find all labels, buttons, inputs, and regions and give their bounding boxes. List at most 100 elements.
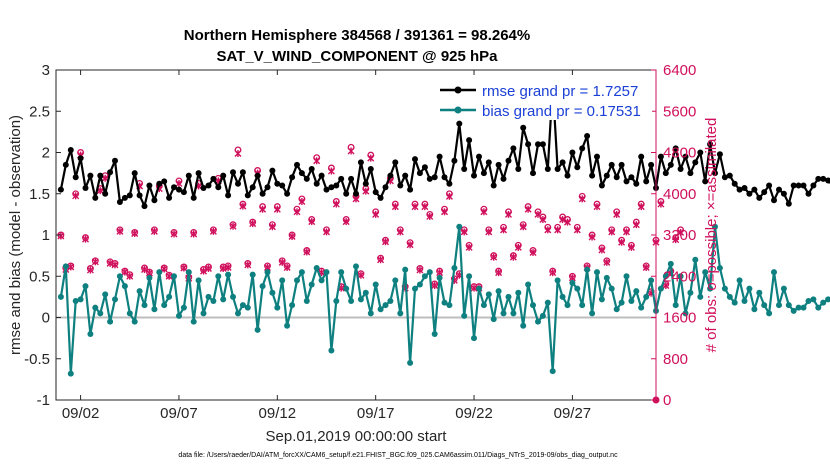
rmse-point <box>613 174 620 181</box>
bias-point <box>412 285 418 292</box>
obs-assimilated-marker <box>514 243 522 251</box>
rmse-point <box>156 180 163 187</box>
bias-point <box>800 304 807 311</box>
bias-point <box>298 269 305 276</box>
rmse-point <box>426 175 433 182</box>
obs-assimilated-marker <box>460 228 468 236</box>
bias-point <box>210 298 217 304</box>
rmse-point <box>515 166 522 172</box>
obs-assimilated-marker <box>126 272 134 280</box>
bias-point <box>471 335 477 342</box>
rmse-point <box>559 159 566 166</box>
bias-point <box>338 269 345 276</box>
obs-assimilated-marker <box>303 248 311 256</box>
bias-point <box>736 277 743 284</box>
y-tick-label: -1 <box>37 392 50 409</box>
bias-point <box>505 293 512 300</box>
rmse-point <box>466 137 473 144</box>
rmse-point <box>62 161 69 168</box>
rmse-point <box>667 161 674 168</box>
rmse-point <box>210 175 217 182</box>
rmse-series <box>57 81 830 210</box>
bias-point <box>692 256 699 263</box>
bias-point <box>141 302 148 309</box>
rmse-point <box>343 190 350 197</box>
rmse-point <box>348 175 355 182</box>
rmse-point <box>638 153 645 160</box>
bias-point <box>594 269 600 276</box>
rmse-point <box>313 180 320 187</box>
bias-point <box>195 277 202 284</box>
obs-assimilated-marker <box>91 258 99 266</box>
legend: rmse grand pr = 1.7257 bias grand pr = 0… <box>436 76 652 120</box>
rmse-point <box>116 199 123 205</box>
bias-point <box>741 298 748 304</box>
bias-point <box>259 283 266 290</box>
rmse-point <box>672 145 679 152</box>
rmse-point <box>525 141 532 148</box>
rmse-point <box>805 190 812 197</box>
rmse-point <box>392 159 399 166</box>
rmse-point <box>702 178 709 185</box>
rmse-point <box>539 141 546 148</box>
rmse-point <box>682 153 689 160</box>
obs-assimilated-marker <box>165 272 173 280</box>
rmse-point <box>259 190 266 197</box>
obs-assimilated-marker <box>259 205 267 213</box>
rmse-point <box>485 159 492 166</box>
rmse-point <box>544 166 551 172</box>
bias-point <box>446 302 453 309</box>
rmse-point <box>662 170 669 177</box>
rmse-point <box>574 164 581 171</box>
bias-point <box>323 269 330 276</box>
rmse-point <box>67 147 74 153</box>
y-right-tick-label: 3200 <box>663 227 696 244</box>
bias-point <box>62 263 69 270</box>
bias-point <box>702 269 709 276</box>
bias-point <box>623 273 630 280</box>
bias-point <box>716 265 723 271</box>
rmse-point <box>195 170 202 177</box>
rmse-point <box>594 153 600 160</box>
bias-point <box>500 310 507 317</box>
bias-point <box>180 304 187 311</box>
rmse-point <box>628 174 635 181</box>
bias-point <box>57 293 64 300</box>
rmse-point <box>200 185 207 191</box>
bias-point <box>790 307 797 314</box>
obs-assimilated-marker <box>632 221 640 229</box>
bias-point <box>643 293 650 300</box>
rmse-point <box>279 182 286 189</box>
rmse-point <box>712 170 718 177</box>
obs-assimilated-marker <box>308 218 316 226</box>
obs-assimilated-marker <box>490 253 498 261</box>
bias-point <box>72 298 79 304</box>
legend-box <box>436 76 652 120</box>
rmse-point <box>215 184 222 191</box>
rmse-point <box>298 170 305 177</box>
obs-assimilated-marker <box>598 246 606 254</box>
obs-assimilated-marker <box>441 208 449 216</box>
obs-assimilated-marker <box>67 263 75 271</box>
rmse-point <box>633 180 640 187</box>
obs-assimilated-marker <box>357 271 365 279</box>
obs-assimilated-marker <box>249 220 257 228</box>
bias-point <box>584 266 591 273</box>
rmse-point <box>176 186 182 193</box>
rmse-point <box>362 180 369 187</box>
rmse-point <box>771 197 777 204</box>
rmse-point <box>697 149 704 156</box>
bias-point <box>151 306 158 313</box>
bias-point <box>569 279 576 286</box>
bias-point <box>721 285 728 292</box>
rmse-point <box>820 175 827 182</box>
rmse-point <box>598 182 605 189</box>
rmse-point <box>249 184 256 191</box>
bias-point <box>372 281 379 288</box>
rmse-point <box>535 141 541 148</box>
rmse-point <box>367 166 374 172</box>
bias-point <box>131 318 138 325</box>
bias-point <box>269 289 276 296</box>
rmse-point <box>776 186 782 193</box>
rmse-point <box>397 182 404 189</box>
